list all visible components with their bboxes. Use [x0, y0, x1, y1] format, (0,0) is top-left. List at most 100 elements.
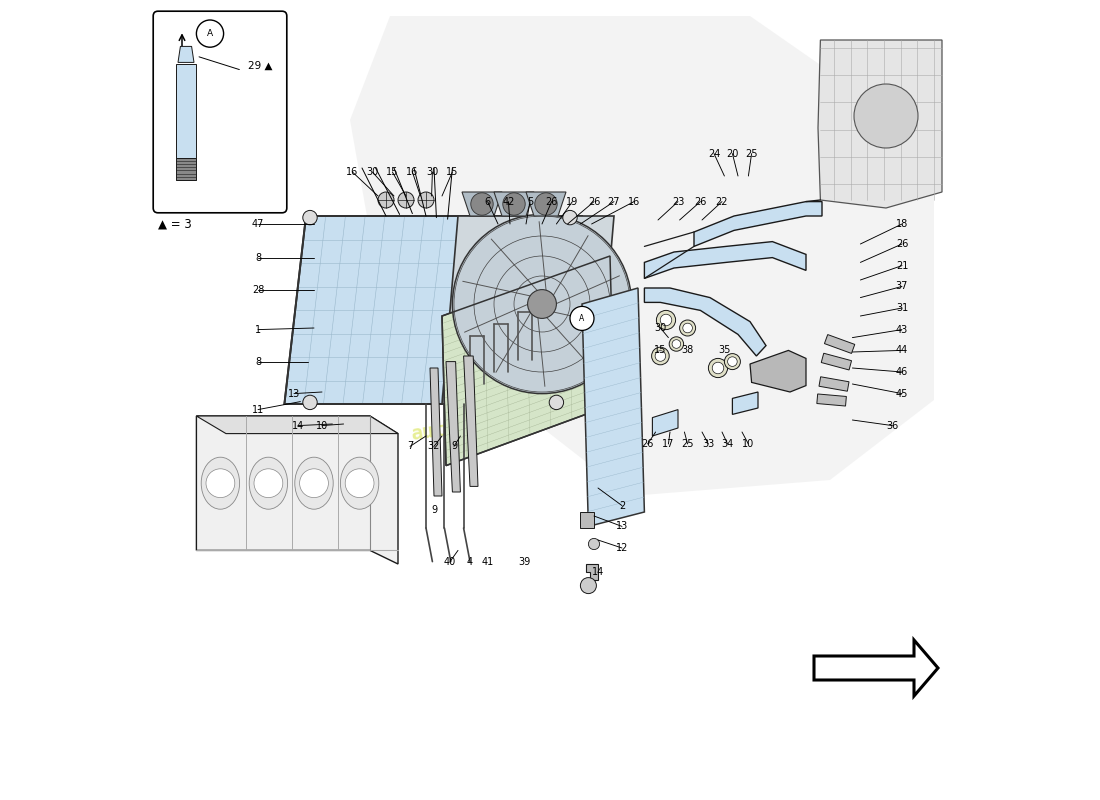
Polygon shape	[820, 377, 849, 391]
Text: 25: 25	[681, 439, 694, 449]
Text: 32: 32	[428, 442, 440, 451]
Ellipse shape	[201, 457, 240, 509]
Polygon shape	[526, 192, 566, 216]
Circle shape	[660, 314, 672, 326]
Text: 15: 15	[654, 346, 667, 355]
Text: 41: 41	[482, 557, 494, 566]
Circle shape	[727, 357, 737, 366]
Polygon shape	[582, 288, 645, 526]
Polygon shape	[197, 416, 398, 564]
Text: 12: 12	[616, 543, 628, 553]
Text: 9: 9	[451, 442, 458, 451]
Ellipse shape	[295, 457, 333, 509]
Circle shape	[528, 290, 557, 318]
Circle shape	[712, 362, 724, 374]
Circle shape	[657, 310, 675, 330]
Text: 34: 34	[722, 439, 734, 449]
Text: 9: 9	[431, 506, 437, 515]
Polygon shape	[652, 410, 678, 436]
Text: 26: 26	[694, 197, 706, 206]
Text: 29 ▲: 29 ▲	[248, 61, 272, 70]
Polygon shape	[176, 64, 196, 158]
Circle shape	[418, 192, 434, 208]
Text: 42: 42	[503, 197, 515, 206]
Text: 26: 26	[641, 439, 653, 449]
Polygon shape	[824, 334, 855, 354]
Circle shape	[254, 469, 283, 498]
Circle shape	[471, 193, 493, 215]
Text: 8: 8	[255, 357, 261, 366]
Circle shape	[672, 340, 681, 348]
Text: 22: 22	[716, 197, 728, 206]
Polygon shape	[822, 354, 851, 370]
Circle shape	[651, 347, 669, 365]
Polygon shape	[430, 368, 442, 496]
Text: 2: 2	[619, 501, 625, 510]
Text: 33: 33	[702, 439, 715, 449]
Text: 35: 35	[718, 346, 730, 355]
Polygon shape	[586, 564, 598, 580]
Polygon shape	[197, 416, 398, 434]
Text: 13: 13	[616, 522, 628, 531]
Circle shape	[708, 358, 727, 378]
Text: 16: 16	[406, 167, 418, 177]
Polygon shape	[581, 512, 594, 528]
Circle shape	[563, 210, 578, 225]
FancyBboxPatch shape	[153, 11, 287, 213]
Text: 47: 47	[252, 219, 264, 229]
Text: 10: 10	[742, 439, 755, 449]
Circle shape	[197, 20, 223, 47]
Circle shape	[299, 469, 329, 498]
Text: 6: 6	[484, 197, 491, 206]
Circle shape	[683, 323, 692, 333]
Polygon shape	[350, 16, 934, 496]
Text: 8: 8	[255, 253, 261, 262]
Text: 43: 43	[895, 325, 909, 334]
Text: 40: 40	[444, 557, 456, 566]
Circle shape	[588, 538, 600, 550]
Text: 23: 23	[672, 197, 684, 206]
Text: 5: 5	[527, 197, 534, 206]
Text: 21: 21	[895, 261, 909, 270]
Text: 16: 16	[346, 167, 359, 177]
Text: 25: 25	[746, 149, 758, 158]
Circle shape	[549, 395, 563, 410]
Circle shape	[535, 193, 558, 215]
Polygon shape	[750, 350, 806, 392]
Text: 26: 26	[587, 197, 601, 206]
Circle shape	[656, 350, 666, 362]
Text: 15: 15	[447, 167, 459, 177]
Text: A: A	[207, 29, 213, 38]
Circle shape	[452, 214, 631, 394]
Text: 17: 17	[662, 439, 674, 449]
Circle shape	[725, 354, 740, 370]
Polygon shape	[463, 356, 478, 486]
Text: 45: 45	[895, 389, 909, 398]
Text: 18: 18	[895, 219, 909, 229]
Polygon shape	[814, 640, 938, 696]
Text: 30: 30	[366, 167, 378, 177]
Polygon shape	[645, 242, 806, 278]
Text: 16: 16	[628, 197, 640, 206]
Ellipse shape	[340, 457, 378, 509]
Text: 30: 30	[654, 323, 667, 333]
Circle shape	[680, 320, 695, 336]
Polygon shape	[446, 362, 461, 492]
Circle shape	[206, 469, 234, 498]
Text: 31: 31	[895, 303, 909, 313]
Polygon shape	[442, 216, 614, 404]
Text: 44: 44	[895, 346, 909, 355]
Text: 38: 38	[682, 346, 694, 355]
Circle shape	[669, 337, 683, 351]
Circle shape	[302, 210, 317, 225]
Text: 26: 26	[546, 197, 558, 206]
Polygon shape	[817, 394, 846, 406]
Text: 24: 24	[707, 149, 721, 158]
Text: 20: 20	[726, 149, 738, 158]
Text: A: A	[580, 314, 584, 323]
Polygon shape	[818, 40, 942, 208]
Polygon shape	[178, 46, 194, 62]
Ellipse shape	[250, 457, 287, 509]
Circle shape	[345, 469, 374, 498]
Text: 1: 1	[255, 325, 261, 334]
